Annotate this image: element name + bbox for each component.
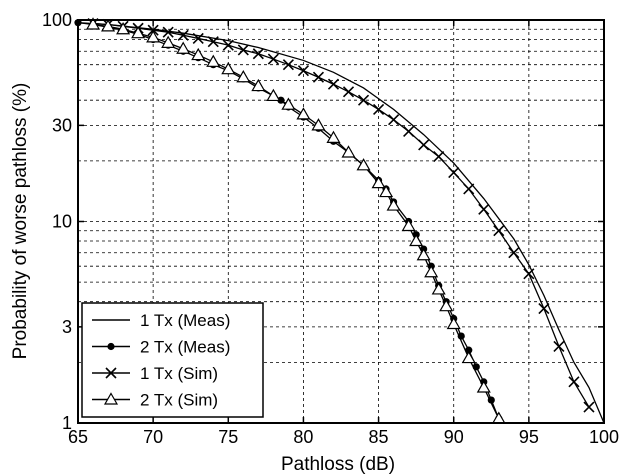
data-point <box>85 17 101 30</box>
series-1 <box>77 22 605 424</box>
data-point <box>191 47 206 61</box>
y-tick-label: 3 <box>62 317 72 337</box>
data-point <box>418 139 430 151</box>
x-tick-label: 65 <box>68 427 88 447</box>
x-tick-label: 80 <box>293 427 313 447</box>
data-point <box>403 125 415 137</box>
data-point <box>236 70 251 83</box>
legend: 1 Tx (Meas) 2 Tx (Meas) 1 Tx (Sim) 2 Tx (Si… <box>81 302 264 418</box>
data-point <box>267 53 279 65</box>
data-point <box>463 183 475 195</box>
y-axis-label: Probability of worse pathloss (%) <box>10 83 31 360</box>
data-point <box>583 401 595 413</box>
data-point <box>448 166 460 179</box>
data-point <box>311 118 326 131</box>
legend-label: 1 Tx (Meas) <box>140 311 230 330</box>
data-point <box>266 88 281 102</box>
data-point <box>357 94 370 106</box>
data-point <box>207 36 219 48</box>
data-point <box>416 248 431 261</box>
x-tick-label: 85 <box>369 427 389 447</box>
data-point <box>388 114 400 126</box>
data-point <box>281 97 296 110</box>
data-point <box>237 44 249 56</box>
data-point <box>101 19 116 32</box>
data-point <box>439 298 454 312</box>
data-point <box>146 30 161 43</box>
data-point <box>433 151 445 163</box>
data-point <box>465 346 473 354</box>
x-tick-label: 75 <box>218 427 238 447</box>
data-point <box>424 265 439 278</box>
data-point <box>401 218 416 232</box>
legend-marker <box>107 342 115 351</box>
x-tick-label: 95 <box>519 427 539 447</box>
data-point <box>222 39 234 51</box>
data-point <box>478 203 490 215</box>
data-point <box>131 25 146 39</box>
legend-label: 2 Tx (Sim) <box>140 391 218 410</box>
legend-marker <box>103 392 119 405</box>
data-point <box>221 61 236 75</box>
data-point <box>373 103 385 115</box>
series-4 <box>85 17 506 424</box>
data-point <box>553 340 565 352</box>
series-layer <box>74 17 605 424</box>
y-tick-label: 1 <box>62 413 72 433</box>
y-tick-label: 30 <box>52 115 72 135</box>
x-tick-label: 100 <box>589 427 619 447</box>
x-tick-label: 90 <box>444 427 464 447</box>
data-point <box>386 198 401 211</box>
legend-label: 1 Tx (Sim) <box>140 364 218 383</box>
data-point <box>327 78 340 90</box>
y-tick-label: 100 <box>42 10 72 30</box>
data-point <box>409 233 424 247</box>
series-line <box>77 22 605 424</box>
data-point <box>523 268 535 280</box>
data-point <box>162 26 174 38</box>
data-point <box>508 247 520 259</box>
axes: 65 70 75 80 85 90 95 100 1 3 10 30 100 <box>42 10 619 447</box>
x-tick-label: 70 <box>143 427 163 447</box>
data-point <box>177 29 189 41</box>
series-line <box>92 22 590 408</box>
data-point <box>446 316 461 330</box>
data-point <box>379 184 394 198</box>
data-point <box>491 411 506 424</box>
data-point <box>461 350 476 364</box>
data-point <box>282 59 294 71</box>
y-tick-label: 10 <box>52 212 72 232</box>
legend-label: 2 Tx (Meas) <box>140 338 230 357</box>
data-point <box>371 175 386 189</box>
data-point <box>116 22 131 35</box>
data-point <box>251 78 266 92</box>
data-point <box>568 376 580 388</box>
data-point <box>252 48 264 60</box>
data-point <box>326 130 341 143</box>
data-point <box>356 158 371 171</box>
data-point <box>538 302 550 315</box>
x-axis-label: Pathloss (dB) <box>281 454 395 475</box>
data-point <box>341 145 356 158</box>
legend-marker <box>105 367 117 379</box>
data-point <box>206 54 221 67</box>
data-point <box>476 380 491 393</box>
data-point <box>296 107 311 120</box>
data-point <box>192 32 204 45</box>
data-point <box>161 35 176 48</box>
data-point <box>312 71 325 83</box>
grid <box>78 20 604 423</box>
data-point <box>342 86 355 98</box>
data-point <box>176 41 191 54</box>
data-point <box>431 282 446 295</box>
series-3 <box>87 18 595 413</box>
data-point <box>493 225 505 237</box>
data-point <box>297 65 309 77</box>
